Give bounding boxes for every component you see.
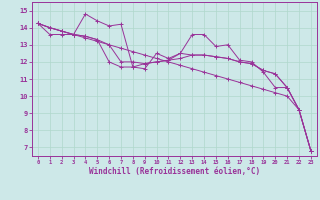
X-axis label: Windchill (Refroidissement éolien,°C): Windchill (Refroidissement éolien,°C): [89, 167, 260, 176]
